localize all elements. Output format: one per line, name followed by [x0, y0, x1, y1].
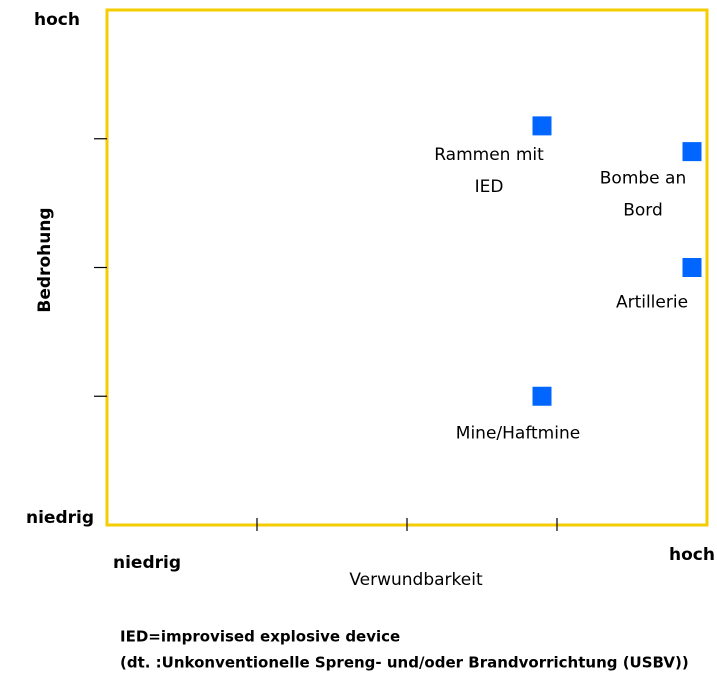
point-label: Bombe an [600, 169, 686, 189]
x-axis-label: Verwundbarkeit [349, 570, 483, 590]
y-axis-label: Bedrohung [35, 207, 55, 312]
marker [682, 142, 702, 162]
marker [532, 116, 552, 136]
marker [532, 386, 552, 406]
x-low-label: niedrig [113, 553, 181, 573]
x-high-label: hoch [669, 545, 715, 565]
footnote: IED=improvised explosive device [120, 628, 400, 646]
point-label: Rammen mit [434, 145, 544, 165]
marker [682, 258, 702, 277]
y-low-label: niedrig [26, 508, 94, 528]
point-label: Mine/Haftmine [456, 423, 580, 443]
y-high-label: hoch [34, 10, 80, 30]
point-label: IED [475, 177, 504, 197]
point-label: Bord [623, 201, 663, 221]
point-label: Artillerie [616, 293, 688, 313]
footnote: (dt. :Unkonventionelle Spreng- und/oder … [120, 654, 689, 672]
plot-frame [105, 8, 709, 527]
